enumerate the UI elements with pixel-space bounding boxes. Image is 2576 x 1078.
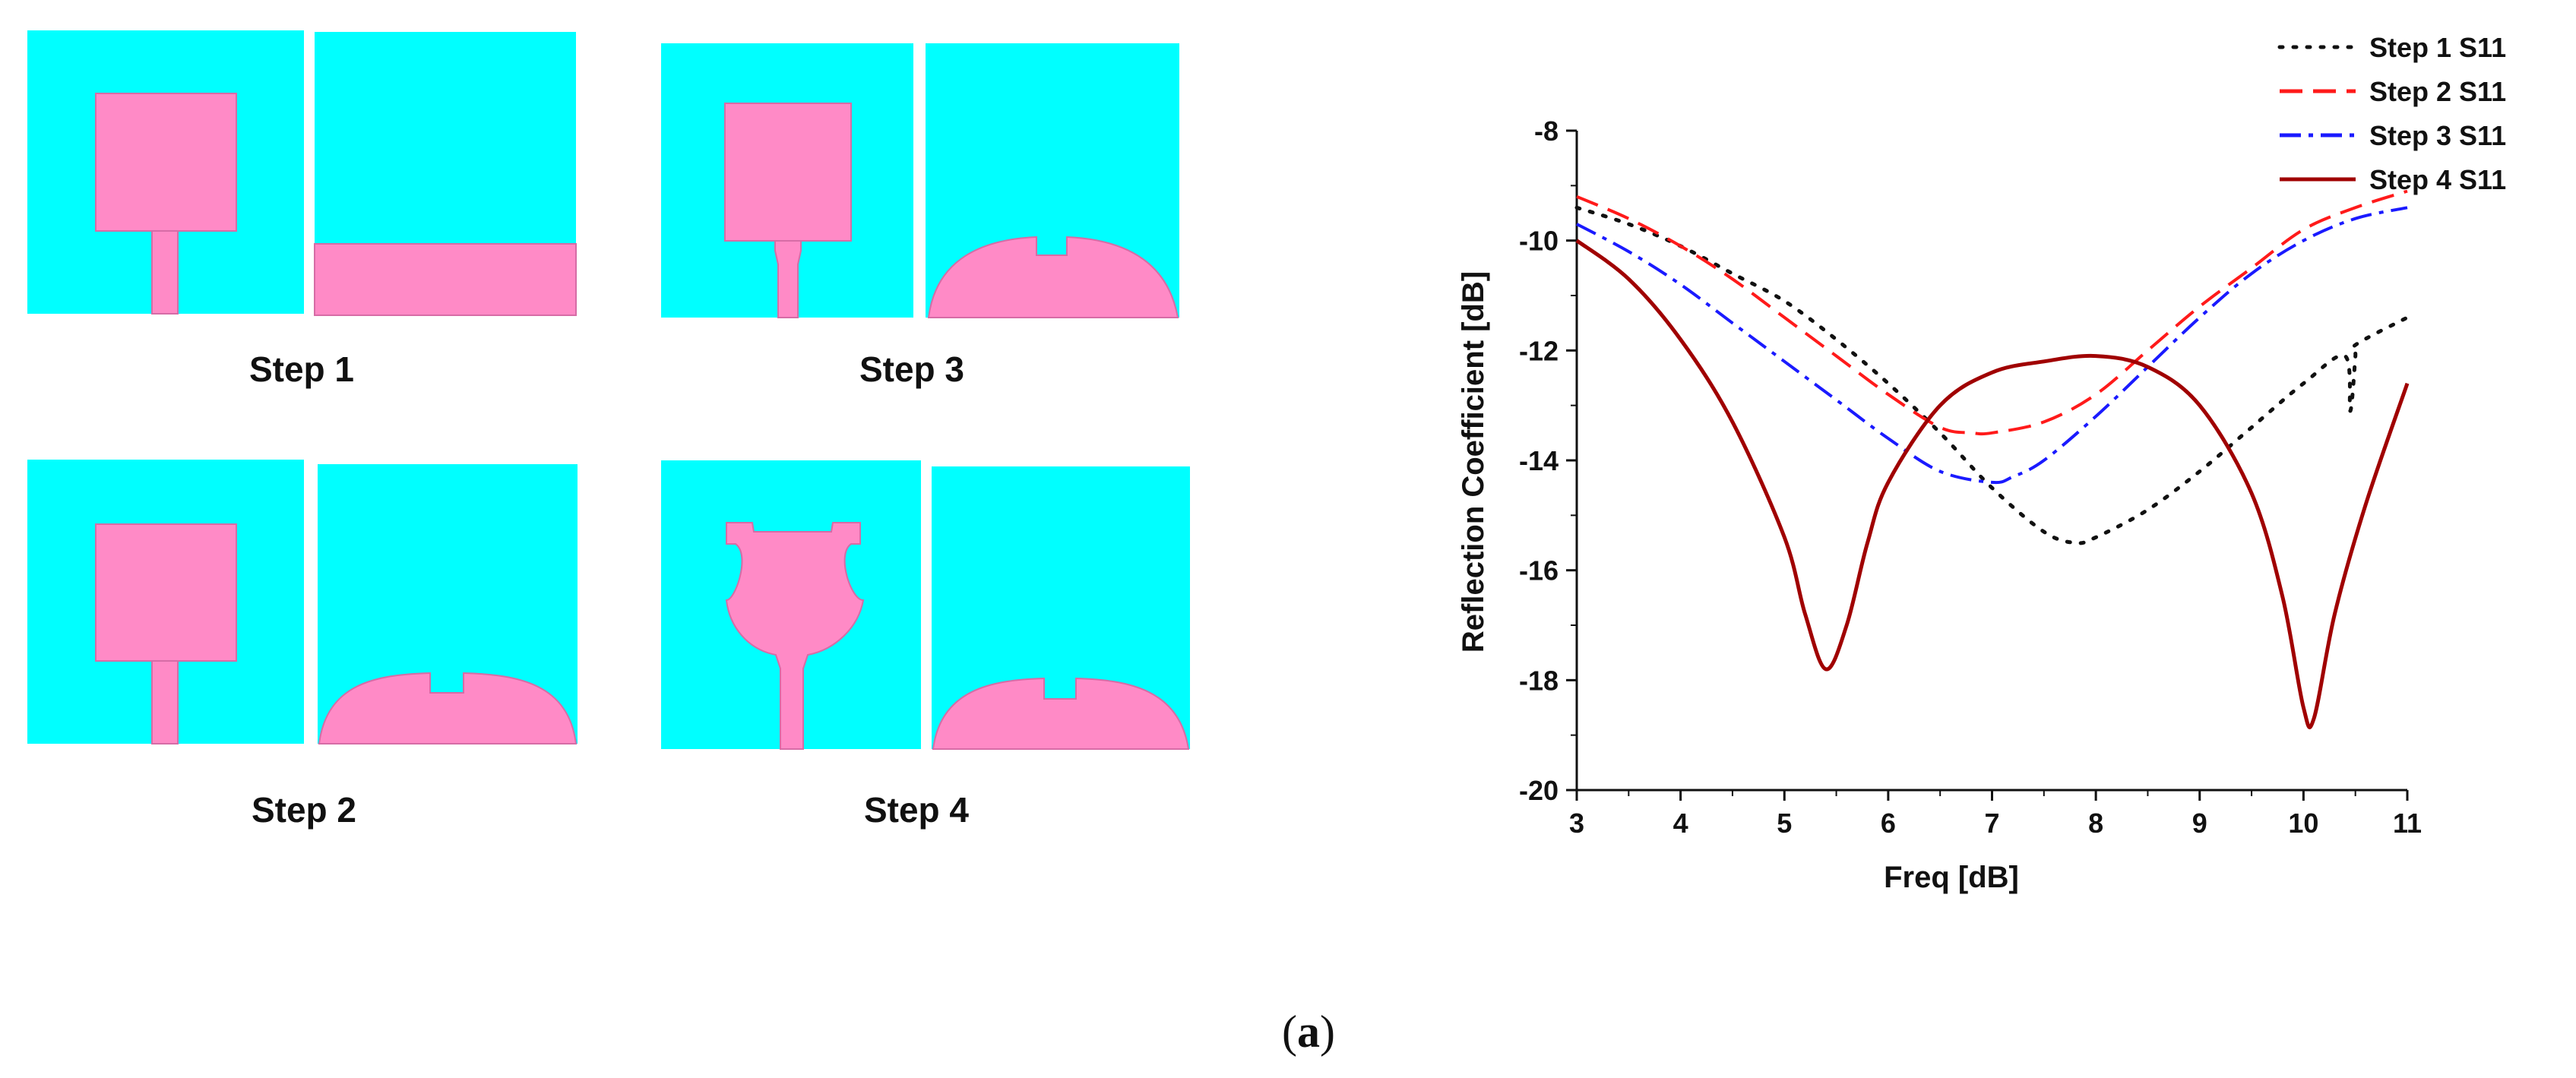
y-tick-label: -8 [1534,115,1559,147]
x-tick-label: 5 [1777,808,1792,839]
y-tick-label: -16 [1519,555,1559,586]
step-2-feed-line [151,660,179,744]
panel-label: (a) [1282,1007,1335,1057]
step-1-label: Step 1 [249,349,354,389]
x-tick-label: 4 [1673,808,1688,839]
chart-axes [1575,131,2407,792]
series-line-step-2 [1576,189,2408,436]
step-4-curved-slotted-ground [932,677,1190,750]
y-tick-label: -20 [1519,775,1559,806]
antenna-step-1: Step 1 [27,30,577,389]
y-tick-label: -18 [1519,665,1559,696]
step-3-front-view [661,43,913,318]
series-line-step-3 [1576,206,2408,485]
legend-label-step-2: Step 2 S11 [2369,76,2506,107]
step-3-label: Step 3 [859,349,964,389]
reflection-coefficient-chart: 3 4 5 6 7 8 9 10 11 -8 -10 -12 -14 -16 -18 -20 Freq [dB… [1457,32,2506,894]
step-2-back-view [318,464,578,744]
step-4-back-view [932,466,1190,750]
step-2-patch [95,523,237,662]
step-1-ground-plane [314,243,577,316]
chart-legend: Step 1 S11 Step 2 S11 Step 3 S11 Step 4 S11 [2277,32,2506,195]
step-3-curved-slotted-ground [927,236,1179,318]
y-tick-label: -12 [1519,335,1559,366]
antenna-step-3: Step 3 [661,43,1179,389]
step-2-label: Step 2 [252,790,356,830]
step-3-back-view [926,43,1179,318]
legend-label-step-4: Step 4 S11 [2369,164,2506,195]
y-tick-label: -14 [1519,445,1559,476]
antenna-step-2: Step 2 [27,460,578,830]
series-line-step-1 [1574,205,2410,545]
x-axis-title: Freq [dB] [1884,861,2019,894]
x-tick-label: 6 [1881,808,1896,839]
antenna-step-4: Step 4 [661,460,1190,830]
step-4-label: Step 4 [864,790,969,830]
y-axis-title: Reflection Coefficient [dB] [1457,271,1490,653]
x-tick-label: 11 [2393,808,2422,839]
x-tick-label: 8 [2088,808,2103,839]
x-tick-label: 3 [1569,808,1584,839]
series-line-step-4 [1575,239,2410,729]
chart-series [1574,189,2410,729]
legend-label-step-3: Step 3 S11 [2369,120,2506,151]
y-tick-label: -10 [1519,226,1559,257]
chart-ticks: 3 4 5 6 7 8 9 10 11 -8 -10 -12 -14 -16 -18 -20 [1519,115,2422,839]
x-tick-label: 10 [2288,808,2318,839]
panel-label-open: ( [1282,1007,1297,1057]
step-3-tapered-feed [774,240,802,318]
step-4-front-view [661,460,921,750]
step-3-patch [724,103,852,242]
step-2-front-view [27,460,304,744]
legend-label-step-1: Step 1 S11 [2369,32,2506,63]
step-1-back-view [314,32,577,316]
x-tick-label: 7 [1984,808,1999,839]
panel-label-close: ) [1320,1007,1335,1057]
panel-label-letter: a [1297,1007,1320,1057]
step-2-curved-slotted-ground [318,672,578,744]
step-1-front-view [27,30,304,315]
step-4-notched-cup-patch [725,522,865,750]
step-1-patch [95,93,237,232]
x-tick-label: 9 [2192,808,2207,839]
step-1-feed-line [151,230,179,315]
